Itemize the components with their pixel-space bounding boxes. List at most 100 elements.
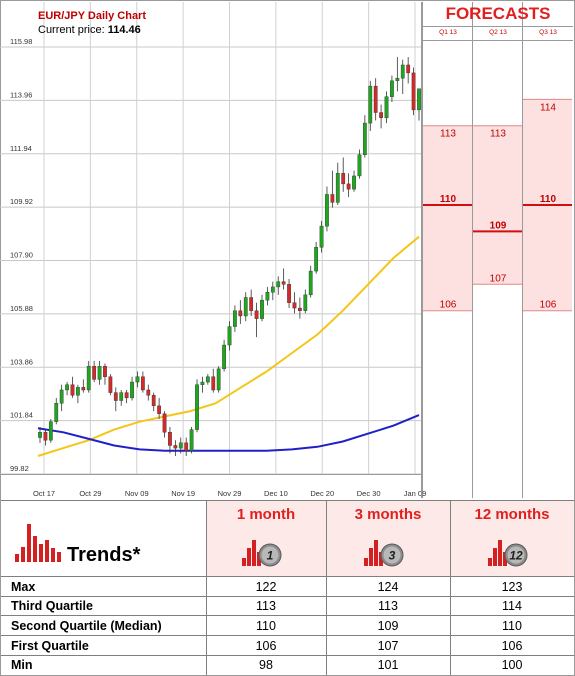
table-row: Second Quartile (Median) 110 109 110 bbox=[1, 617, 574, 636]
candle bbox=[162, 411, 167, 438]
current-price-label: Current price: bbox=[38, 24, 105, 36]
table-row: Third Quartile 113 113 114 bbox=[1, 597, 574, 616]
candle bbox=[276, 276, 281, 295]
candle-body bbox=[189, 429, 194, 451]
candle-body bbox=[308, 270, 313, 296]
candle-body bbox=[325, 194, 329, 227]
candle-body bbox=[173, 445, 178, 449]
candle bbox=[292, 292, 297, 314]
candle bbox=[330, 170, 335, 208]
candle-body bbox=[59, 389, 64, 404]
candle bbox=[168, 426, 172, 454]
row-value: 100 bbox=[501, 658, 523, 672]
candle-body bbox=[65, 384, 69, 391]
x-tick-label: Nov 19 bbox=[171, 489, 195, 498]
forecast-column-header: Q2 13 bbox=[489, 29, 507, 36]
candle-body bbox=[400, 64, 405, 79]
candle bbox=[238, 300, 243, 324]
candle bbox=[341, 157, 346, 192]
candle bbox=[173, 440, 178, 457]
candle bbox=[319, 220, 324, 253]
x-tick-label: Dec 20 bbox=[310, 489, 334, 498]
candle-body bbox=[211, 376, 216, 391]
candle bbox=[189, 426, 194, 454]
candle-body bbox=[195, 384, 199, 430]
candle-body bbox=[81, 387, 86, 391]
period-icon-bar bbox=[488, 558, 492, 566]
candle-body bbox=[146, 389, 151, 396]
table-row: First Quartile 106 107 106 bbox=[1, 637, 574, 656]
forecast-q3-label: 113 bbox=[490, 129, 506, 140]
candle bbox=[113, 387, 118, 412]
row-value: 113 bbox=[378, 599, 398, 613]
period-1-month: 1 month bbox=[206, 500, 326, 576]
candle bbox=[260, 294, 264, 322]
candle-layer bbox=[38, 57, 421, 457]
y-tick-label: 111.94 bbox=[10, 144, 32, 153]
candle bbox=[411, 67, 416, 116]
candle bbox=[233, 305, 237, 332]
row-label: First Quartile bbox=[11, 639, 89, 653]
candle bbox=[373, 78, 378, 121]
x-tick-label: Oct 17 bbox=[33, 489, 55, 498]
current-price: Current price: 114.46 bbox=[38, 24, 141, 36]
candle-body bbox=[254, 310, 259, 319]
trends-bar-icon bbox=[15, 524, 61, 562]
candle bbox=[130, 376, 134, 401]
candle bbox=[70, 376, 75, 398]
y-tick-label: 115.98 bbox=[10, 37, 32, 46]
period-icon: 3 bbox=[364, 540, 404, 567]
candle bbox=[140, 371, 145, 393]
candle-body bbox=[184, 442, 189, 451]
candle-body bbox=[362, 122, 367, 156]
forecast-q1-label: 106 bbox=[440, 300, 457, 311]
candle-body bbox=[335, 173, 340, 203]
plot-background bbox=[36, 2, 421, 498]
candle-body bbox=[346, 183, 351, 190]
forecast-layer: 113 110 106 113 109 107 114 110 106 bbox=[423, 98, 572, 312]
candle bbox=[92, 360, 97, 383]
candle bbox=[146, 384, 151, 401]
candle bbox=[362, 115, 367, 158]
trends-table-grid: 1 3 12 bbox=[1, 500, 574, 675]
row-value: 124 bbox=[377, 580, 399, 594]
candle bbox=[184, 437, 189, 457]
candle-body bbox=[384, 96, 389, 119]
candle bbox=[86, 360, 91, 393]
row-value: 114 bbox=[502, 599, 522, 613]
candle-body bbox=[281, 281, 286, 285]
candle-body bbox=[162, 413, 167, 433]
candle-body bbox=[238, 310, 243, 317]
candle-body bbox=[341, 173, 346, 185]
candle-body bbox=[103, 365, 107, 377]
candle-body bbox=[233, 310, 237, 327]
candle-body bbox=[249, 297, 254, 311]
x-tick-label: Nov 09 bbox=[125, 489, 149, 498]
candle-body bbox=[168, 432, 172, 446]
period-icon-bar bbox=[369, 548, 373, 566]
current-price-value: 114.46 bbox=[107, 24, 141, 36]
candle bbox=[97, 360, 102, 385]
forecast-median-label: 110 bbox=[440, 194, 457, 205]
candle bbox=[195, 379, 199, 433]
table-row: Min 98 101 100 bbox=[1, 656, 574, 675]
candle-body bbox=[379, 112, 383, 119]
forecast-q1-label: 106 bbox=[540, 300, 557, 311]
period-12-months: 12 months bbox=[450, 500, 574, 576]
candle-body bbox=[76, 387, 80, 396]
chart-title: EUR/JPY Daily Chart bbox=[38, 10, 147, 22]
candle-body bbox=[395, 77, 400, 82]
y-tick-label: 105.88 bbox=[10, 304, 33, 313]
row-value: 109 bbox=[377, 619, 399, 633]
y-tick-label: 109.92 bbox=[10, 197, 33, 206]
candle bbox=[368, 80, 373, 132]
period-3-months: 3 months bbox=[326, 500, 450, 576]
candle bbox=[417, 88, 421, 121]
forecast-column-header: Q3 13 bbox=[539, 29, 557, 36]
row-value: 106 bbox=[501, 639, 523, 653]
period-icon: 1 bbox=[242, 540, 282, 567]
candle-body bbox=[292, 302, 297, 309]
row-label: Min bbox=[11, 658, 33, 672]
candle-body bbox=[243, 297, 248, 317]
period-badge-inner bbox=[383, 546, 401, 564]
